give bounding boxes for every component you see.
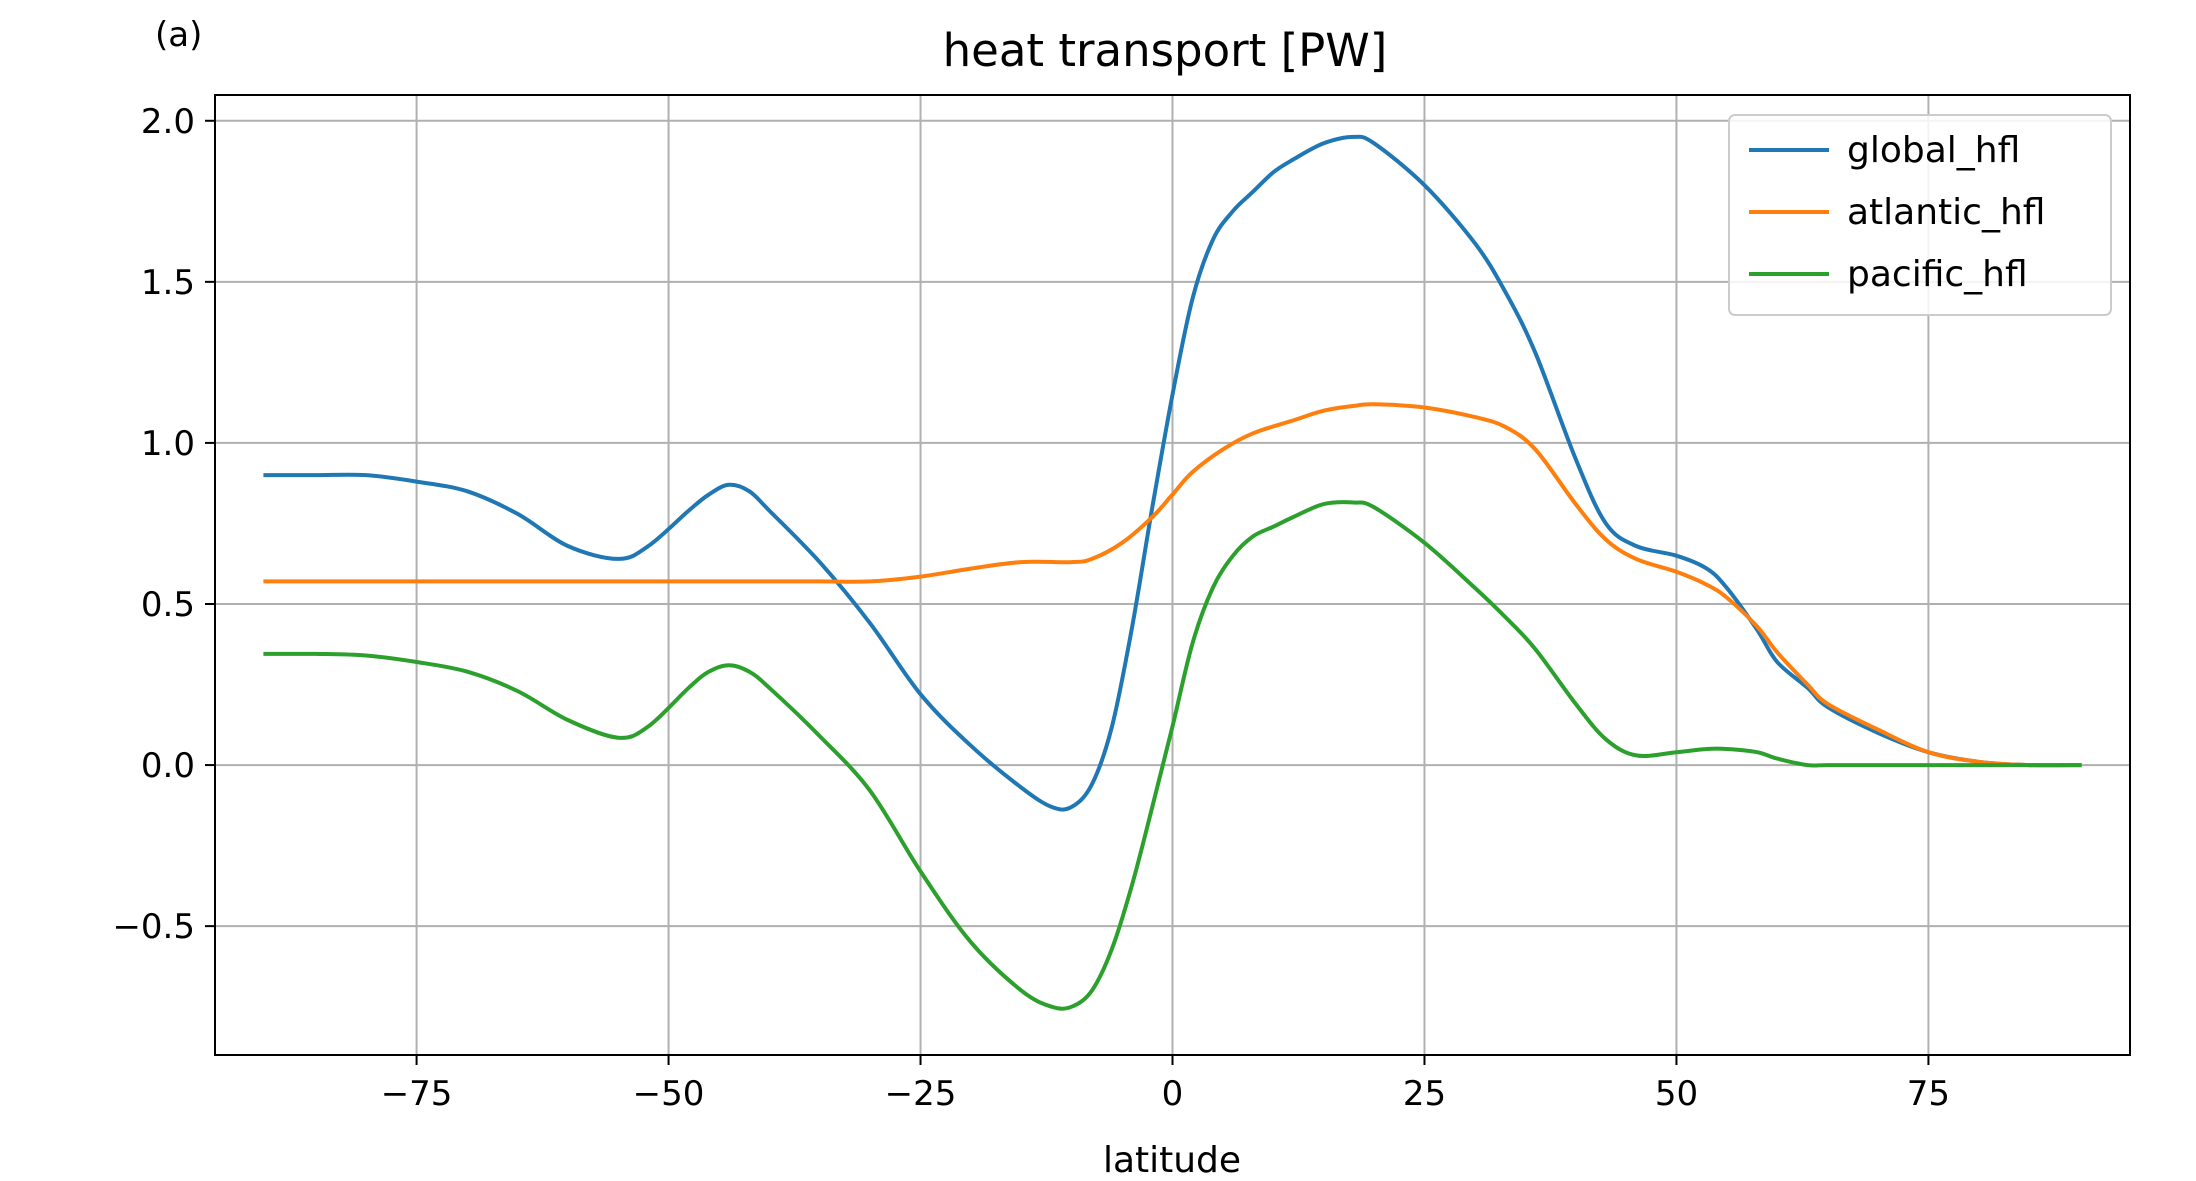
plot-lines — [263, 134, 2082, 1011]
x-tick-label: −50 — [633, 1074, 705, 1114]
series-line-pacific-hfl — [263, 500, 2082, 1011]
y-tick-label: 2.0 — [141, 102, 195, 142]
x-tick-label: −25 — [885, 1074, 957, 1114]
legend-label-atlantic-hfl: atlantic_hfl — [1847, 192, 2045, 233]
x-tick-label: 25 — [1403, 1074, 1446, 1114]
y-tick-label: 1.0 — [141, 424, 195, 464]
legend-label-global-hfl: global_hfl — [1847, 130, 2020, 171]
chart-title: heat transport [PW] — [943, 24, 1388, 77]
y-tick-label: 0.5 — [141, 585, 195, 625]
panel-label: (a) — [155, 15, 202, 55]
series-line-global-hfl — [263, 134, 2082, 812]
x-tick-label: 0 — [1162, 1074, 1184, 1114]
series-line-atlantic-hfl — [263, 402, 2082, 768]
legend: global_hfl atlantic_hfl pacific_hfl — [1728, 114, 2112, 316]
x-axis-label: latitude — [1103, 1140, 1241, 1181]
legend-box — [1728, 114, 2112, 316]
legend-label-pacific-hfl: pacific_hfl — [1847, 254, 2028, 295]
x-tick-label: 50 — [1655, 1074, 1698, 1114]
x-axis-ticks: −75 −50 −25 0 25 50 75 — [381, 1055, 1950, 1114]
y-tick-label: 1.5 — [141, 263, 195, 303]
y-tick-label: −0.5 — [112, 907, 195, 947]
y-tick-label: 0.0 — [141, 746, 195, 786]
y-axis-ticks: −0.5 0.0 0.5 1.0 1.5 2.0 — [112, 102, 215, 947]
x-tick-label: 75 — [1907, 1074, 1950, 1114]
x-tick-label: −75 — [381, 1074, 453, 1114]
